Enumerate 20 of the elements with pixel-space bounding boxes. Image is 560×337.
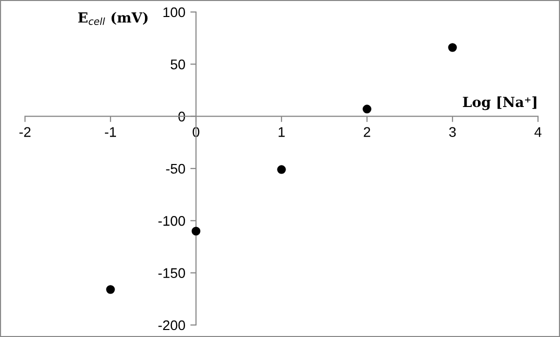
x-tick-label: 3	[449, 127, 456, 137]
point	[106, 285, 115, 294]
x-tick-label: 4	[534, 127, 542, 137]
point	[448, 43, 457, 52]
y-tick-label: -200	[158, 320, 186, 330]
x-tick-label: 2	[364, 127, 370, 137]
x-tick-label: -2	[19, 127, 30, 137]
y-axis-title: E$_{cell}$ (mV)	[78, 12, 148, 25]
x-tick-label: -1	[104, 127, 116, 137]
x-axis-title: Log [Na⁺]	[462, 96, 536, 110]
point	[192, 226, 200, 236]
y-tick-label: 100	[163, 7, 186, 18]
x-tick-label: 1	[278, 127, 285, 137]
y-tick-label: 50	[170, 60, 186, 70]
y-tick-label: -100	[158, 216, 186, 226]
y-tick-label: -50	[166, 164, 186, 174]
y-tick-label: 0	[178, 112, 186, 122]
point	[277, 165, 286, 174]
y-tick-label: -150	[158, 268, 186, 278]
point	[362, 104, 372, 114]
